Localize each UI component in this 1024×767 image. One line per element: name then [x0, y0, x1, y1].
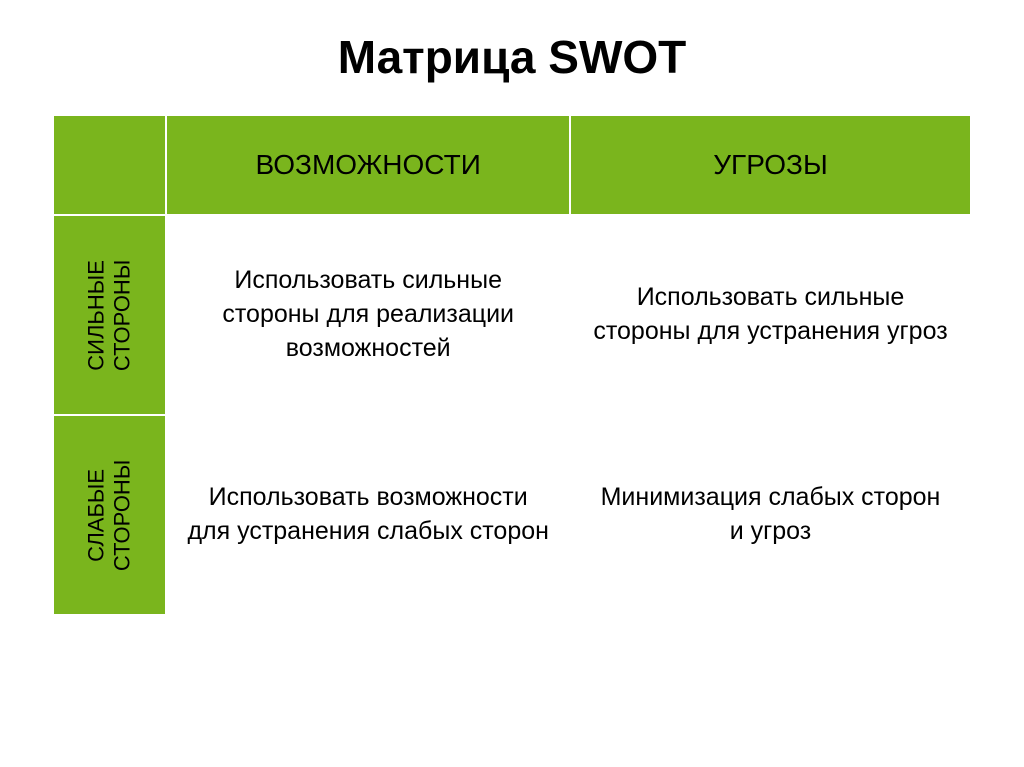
row-header-weaknesses-label: СЛАБЫЕСТОРОНЫ: [83, 459, 136, 570]
col-header-opportunities: ВОЗМОЖНОСТИ: [166, 115, 570, 215]
row-header-strengths-label: СИЛЬНЫЕСТОРОНЫ: [83, 259, 136, 370]
corner-cell: [53, 115, 166, 215]
row-header-strengths: СИЛЬНЫЕСТОРОНЫ: [53, 215, 166, 415]
cell-wo: Использовать возможности для устранения …: [166, 415, 570, 615]
page-title: Матрица SWOT: [338, 30, 687, 84]
swot-matrix-table: ВОЗМОЖНОСТИ УГРОЗЫ СИЛЬНЫЕСТОРОНЫ Исполь…: [52, 114, 972, 616]
cell-st: Использовать сильные стороны для устране…: [570, 215, 971, 415]
cell-so: Использовать сильные стороны для реализа…: [166, 215, 570, 415]
col-header-threats: УГРОЗЫ: [570, 115, 971, 215]
cell-wt: Минимизация слабых сторон и угроз: [570, 415, 971, 615]
row-header-weaknesses: СЛАБЫЕСТОРОНЫ: [53, 415, 166, 615]
